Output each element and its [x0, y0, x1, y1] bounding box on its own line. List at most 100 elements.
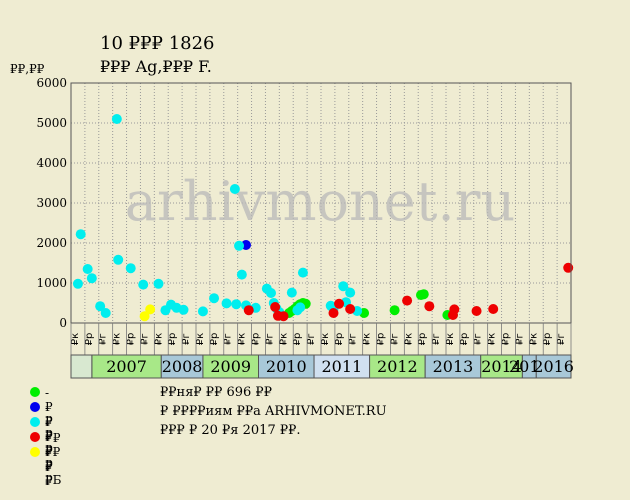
quarter-tick-label: ₽р [167, 333, 178, 346]
year-label: 2009 [210, 357, 251, 376]
info-line-2: ₽ ₽₽₽₽иям ₽₽а ARHIVMONET.RU [160, 404, 387, 419]
legend-swatch [30, 417, 40, 427]
data-point [488, 304, 498, 314]
data-point [101, 308, 111, 318]
quarter-tick-label: ₽г [306, 333, 317, 345]
data-point [449, 304, 459, 314]
year-label: 2008 [162, 357, 203, 376]
quarter-tick-label: ₽р [209, 333, 220, 346]
quarter-tick-label: ₽к [445, 333, 456, 345]
legend-swatch [30, 432, 40, 442]
watermark: arhivmonet.ru [125, 170, 515, 233]
data-point [154, 279, 164, 289]
quarter-tick-label: ₽р [501, 333, 512, 346]
data-point [334, 299, 344, 309]
data-point [266, 288, 276, 298]
data-point [279, 311, 289, 321]
data-point [145, 304, 155, 314]
quarter-tick-label: ₽г [223, 333, 234, 345]
data-point [209, 293, 219, 303]
quarter-tick-label: ₽г [181, 333, 192, 345]
y-tick-label: 3000 [36, 196, 67, 210]
info-line-1: ₽₽ня₽ ₽₽ 696 ₽₽ [160, 385, 272, 400]
quarter-tick-label: ₽р [334, 333, 345, 346]
data-point [76, 229, 86, 239]
quarter-tick-label: ₽к [70, 333, 81, 345]
data-point [73, 279, 83, 289]
data-point [345, 304, 355, 314]
quarter-tick-label: ₽г [431, 333, 442, 345]
quarter-tick-label: ₽г [389, 333, 400, 345]
quarter-tick-label: ₽к [362, 333, 373, 345]
data-point [230, 184, 240, 194]
data-point [298, 268, 308, 278]
quarter-tick-label: ₽к [195, 333, 206, 345]
quarter-tick-label: ₽р [251, 333, 262, 346]
quarter-tick-label: ₽р [542, 333, 553, 346]
data-point [287, 288, 297, 298]
data-point [222, 298, 232, 308]
data-point [112, 114, 122, 124]
info-line-3: ₽₽₽ ₽ 20 ₽я 2017 ₽₽. [160, 423, 301, 438]
data-point [402, 296, 412, 306]
legend-swatch [30, 447, 40, 457]
y-tick-label: 6000 [36, 76, 67, 90]
data-point [424, 301, 434, 311]
quarter-tick-label: ₽г [139, 333, 150, 345]
quarter-tick-label: ₽г [264, 333, 275, 345]
year-label: 2013 [433, 357, 474, 376]
data-point [329, 308, 339, 318]
data-point [113, 255, 123, 265]
quarter-tick-label: ₽р [417, 333, 428, 346]
year-label: 2010 [266, 357, 307, 376]
data-point [126, 263, 136, 273]
quarter-tick-label: ₽р [292, 333, 303, 346]
data-point [198, 306, 208, 316]
quarter-tick-label: ₽г [556, 333, 567, 345]
data-point [244, 305, 254, 315]
legend-swatch [30, 387, 40, 397]
y-tick-label: 0 [59, 316, 67, 330]
year-label: 2012 [377, 357, 418, 376]
data-point [83, 264, 93, 274]
y-tick-label: 2000 [36, 236, 67, 250]
data-point [270, 302, 280, 312]
quarter-tick-label: ₽г [348, 333, 359, 345]
y-tick-label: 4000 [36, 156, 67, 170]
data-point [179, 305, 189, 315]
y-tick-label: 5000 [36, 116, 67, 130]
data-point [390, 305, 400, 315]
legend-swatch [30, 402, 40, 412]
data-point [345, 288, 355, 298]
quarter-tick-label: ₽к [278, 333, 289, 345]
quarter-tick-label: ₽к [153, 333, 164, 345]
data-point [234, 241, 244, 251]
data-point [563, 263, 573, 273]
quarter-tick-label: ₽к [237, 333, 248, 345]
data-point [87, 273, 97, 283]
quarter-tick-label: ₽г [514, 333, 525, 345]
quarter-tick-label: ₽р [376, 333, 387, 346]
data-point [419, 289, 429, 299]
data-point [237, 270, 247, 280]
quarter-tick-label: ₽р [84, 333, 95, 346]
data-point [295, 302, 305, 312]
data-point [472, 306, 482, 316]
data-point [231, 299, 241, 309]
legend-label: - ₽₽ [45, 446, 53, 488]
quarter-tick-label: ₽р [459, 333, 470, 346]
year-band-pad [71, 355, 92, 378]
quarter-tick-label: ₽р [126, 333, 137, 346]
quarter-tick-label: ₽к [487, 333, 498, 345]
quarter-tick-label: ₽к [112, 333, 123, 345]
year-label: 2007 [106, 357, 147, 376]
y-tick-label: 1000 [36, 276, 67, 290]
quarter-tick-label: ₽к [403, 333, 414, 345]
year-label: 2011 [321, 357, 362, 376]
quarter-tick-label: ₽к [528, 333, 539, 345]
quarter-tick-label: ₽г [98, 333, 109, 345]
year-label: 2016 [533, 357, 574, 376]
quarter-tick-label: ₽к [320, 333, 331, 345]
data-point [138, 280, 148, 290]
